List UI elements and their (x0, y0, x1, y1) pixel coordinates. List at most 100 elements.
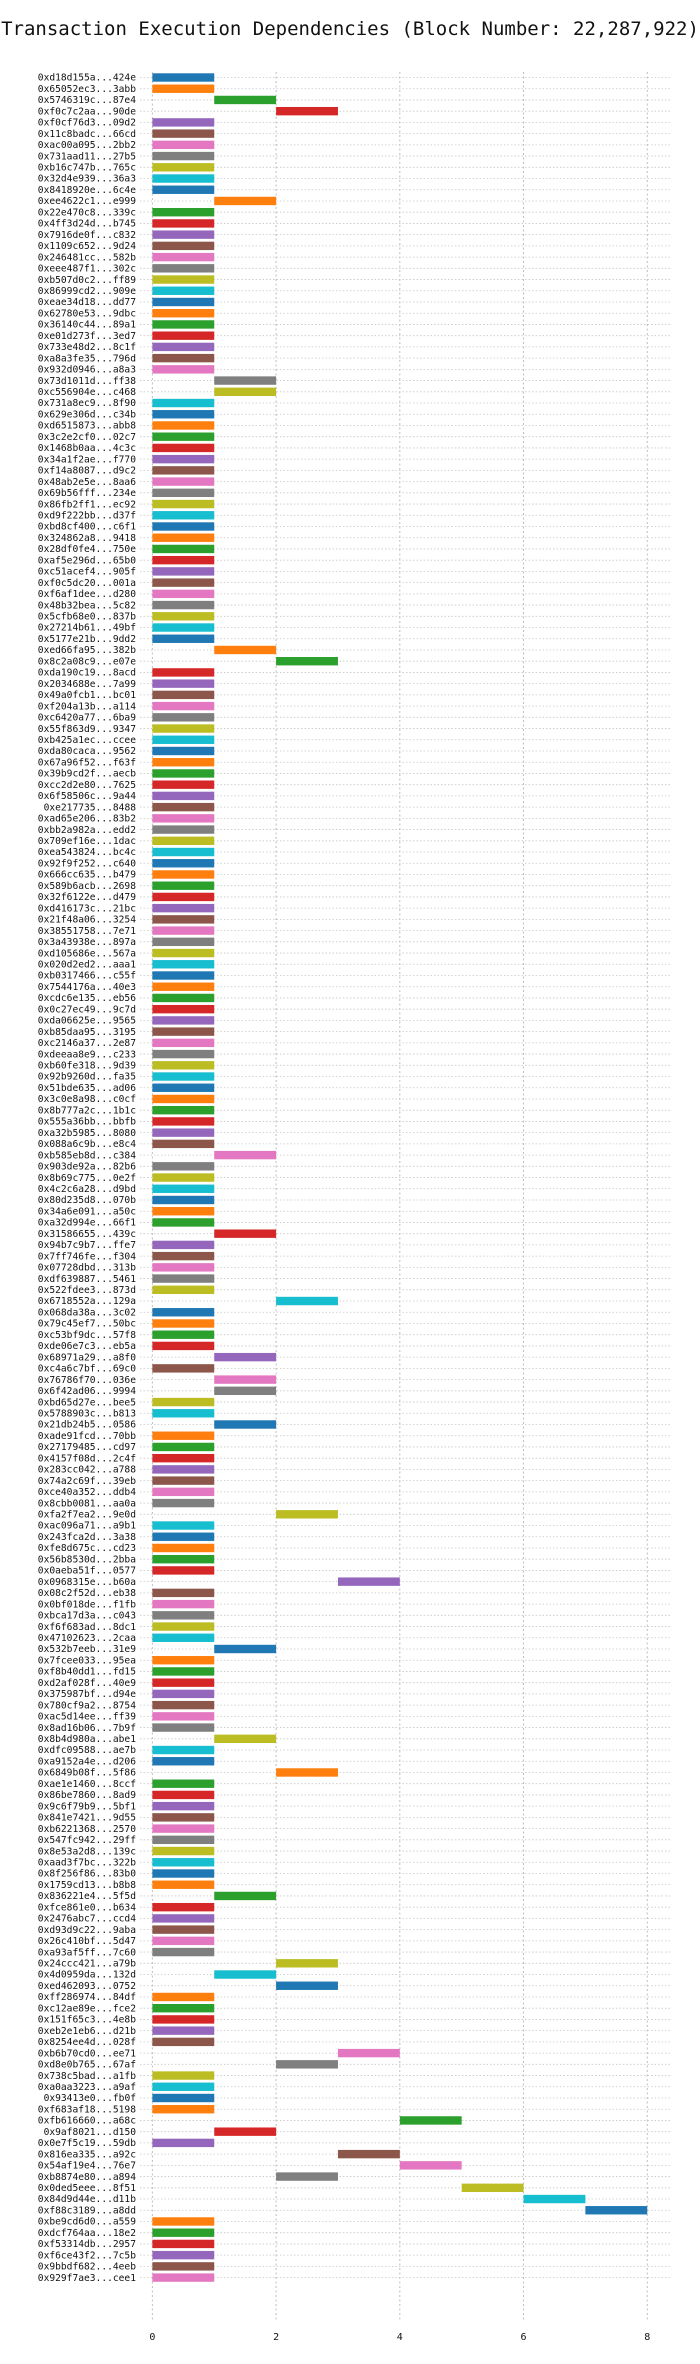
bar (399, 2116, 462, 2125)
bar (152, 1880, 215, 1889)
y-tick-label: 0xa8a3fe35...796d (38, 353, 136, 364)
y-tick-label: 0x8f256f86...83b0 (38, 1869, 136, 1880)
bar (152, 1319, 215, 1328)
bar (152, 544, 215, 554)
bar (152, 118, 215, 127)
bar (152, 1442, 215, 1452)
bar (152, 1061, 215, 1070)
bar (337, 2048, 400, 2058)
y-tick-label: 0x9c6f79b9...5bf1 (38, 1801, 136, 1812)
bar (276, 2060, 338, 2069)
y-tick-label: 0x522fdee3...873d (38, 1285, 136, 1296)
y-tick-label: 0x2034688e...7a99 (38, 679, 136, 690)
y-tick-label: 0xdeeaa8e9...c233 (38, 1049, 136, 1060)
bar (152, 1274, 215, 1283)
y-tick-label: 0x4ff3d24d...b745 (38, 219, 136, 230)
y-tick-label: 0xb6221368...2570 (38, 1824, 136, 1835)
y-tick-label: 0x731aad11...27b5 (38, 151, 136, 162)
bar (214, 387, 277, 396)
y-tick-label: 0xa32d994e...66f1 (38, 1218, 136, 1229)
bar (152, 1555, 215, 1564)
x-tick-label: 0 (149, 2332, 155, 2343)
bar (152, 1566, 215, 1575)
bar (152, 892, 215, 902)
y-tick-label: 0xac096a71...a9b1 (38, 1521, 136, 1532)
bar (276, 1981, 338, 1990)
bar (152, 398, 215, 408)
bar (152, 1431, 215, 1440)
y-tick-label: 0xff286974...84df (38, 1992, 136, 2003)
y-tick-label: 0x08c2f52d...eb38 (38, 1588, 136, 1599)
bar (152, 2250, 215, 2260)
bar (152, 746, 215, 756)
y-tick-label: 0xd416173c...21bc (38, 903, 136, 914)
y-tick-label: 0x8c2a08c9...e07e (38, 656, 136, 667)
y-tick-label: 0xf6af1dee...d280 (38, 589, 136, 600)
bar (152, 1128, 215, 1137)
bar (152, 713, 215, 722)
bar (152, 1263, 215, 1272)
bar (152, 488, 215, 498)
bar (214, 1734, 277, 1743)
bar (152, 623, 215, 632)
y-tick-label: 0x21f48a06...3254 (38, 915, 136, 926)
bar (152, 1824, 215, 1833)
bar (152, 466, 215, 475)
y-tick-label: 0xd9f222bb...d37f (38, 510, 136, 521)
y-tick-label: 0x929f7ae3...cee1 (38, 2273, 136, 2284)
y-tick-label: 0x93413e0...fb0f (44, 2093, 136, 2104)
bar (152, 915, 215, 924)
bar (152, 275, 215, 284)
bar (152, 1813, 215, 1822)
y-tick-label: 0x65052ec3...3abb (38, 84, 136, 95)
bar (152, 1846, 215, 1856)
y-tick-label: 0x903de92a...82b6 (38, 1162, 136, 1173)
y-tick-label: 0xb425a1ec...ccee (38, 735, 136, 746)
bar (337, 1577, 400, 1586)
bar (152, 2015, 215, 2024)
bar (152, 208, 215, 217)
y-tick-label: 0xb507d0c2...ff89 (38, 275, 136, 286)
y-tick-label: 0x5788903c...b813 (38, 1408, 136, 1419)
bar (152, 533, 215, 542)
bar (152, 870, 215, 879)
y-tick-label: 0x26c410bf...5d47 (38, 1936, 136, 1947)
bar (152, 84, 215, 93)
bar (152, 780, 215, 789)
bar (152, 836, 215, 845)
y-tick-label: 0x2476abc7...ccd4 (38, 1914, 136, 1925)
y-tick-label: 0x932d0946...a8a3 (38, 365, 136, 376)
y-tick-label: 0x69b56fff...234e (38, 488, 136, 499)
bar (152, 668, 215, 677)
y-tick-label: 0xda80caca...9562 (38, 746, 136, 757)
bar (152, 1723, 215, 1732)
bar (152, 2138, 215, 2148)
bar (214, 196, 277, 206)
y-tick-label: 0x38551758...7e71 (38, 926, 136, 937)
y-tick-label: 0x8b4d980a...abe1 (38, 1734, 136, 1745)
bar (523, 2194, 586, 2204)
y-tick-label: 0xce40a352...ddb4 (38, 1487, 136, 1498)
y-tick-label: 0x1759cd13...b8b8 (38, 1880, 136, 1891)
bar (152, 1633, 215, 1642)
bar (152, 1992, 215, 2002)
y-tick-label: 0xf6f683ad...8dc1 (38, 1622, 136, 1633)
y-tick-label: 0xc53bf9dc...57f8 (38, 1330, 136, 1341)
y-tick-label: 0x94b7c9b7...ffe7 (38, 1240, 136, 1251)
bar (152, 2217, 215, 2226)
bar (152, 2093, 215, 2103)
bar (152, 1667, 215, 1676)
bar (152, 971, 215, 980)
y-tick-label: 0x6f42ad06...9994 (38, 1386, 136, 1397)
bar (152, 511, 215, 520)
y-tick-label: 0x020d2ed2...aaa1 (38, 959, 136, 970)
y-tick-label: 0xc6420a77...6ba9 (38, 713, 136, 724)
bar (152, 1757, 215, 1766)
y-tick-label: 0x28df0fe4...750e (38, 544, 136, 555)
y-tick-label: 0xf683af18...5198 (38, 2104, 136, 2115)
bar (152, 1779, 215, 1788)
y-tick-label: 0xdfc09588...ae7b (38, 1745, 136, 1756)
y-tick-label: 0x7916de0f...c832 (38, 230, 136, 241)
y-tick-label: 0x733e48d2...8c1f (38, 342, 136, 353)
y-tick-label: 0xf88c3189...a8dd (38, 2205, 136, 2216)
